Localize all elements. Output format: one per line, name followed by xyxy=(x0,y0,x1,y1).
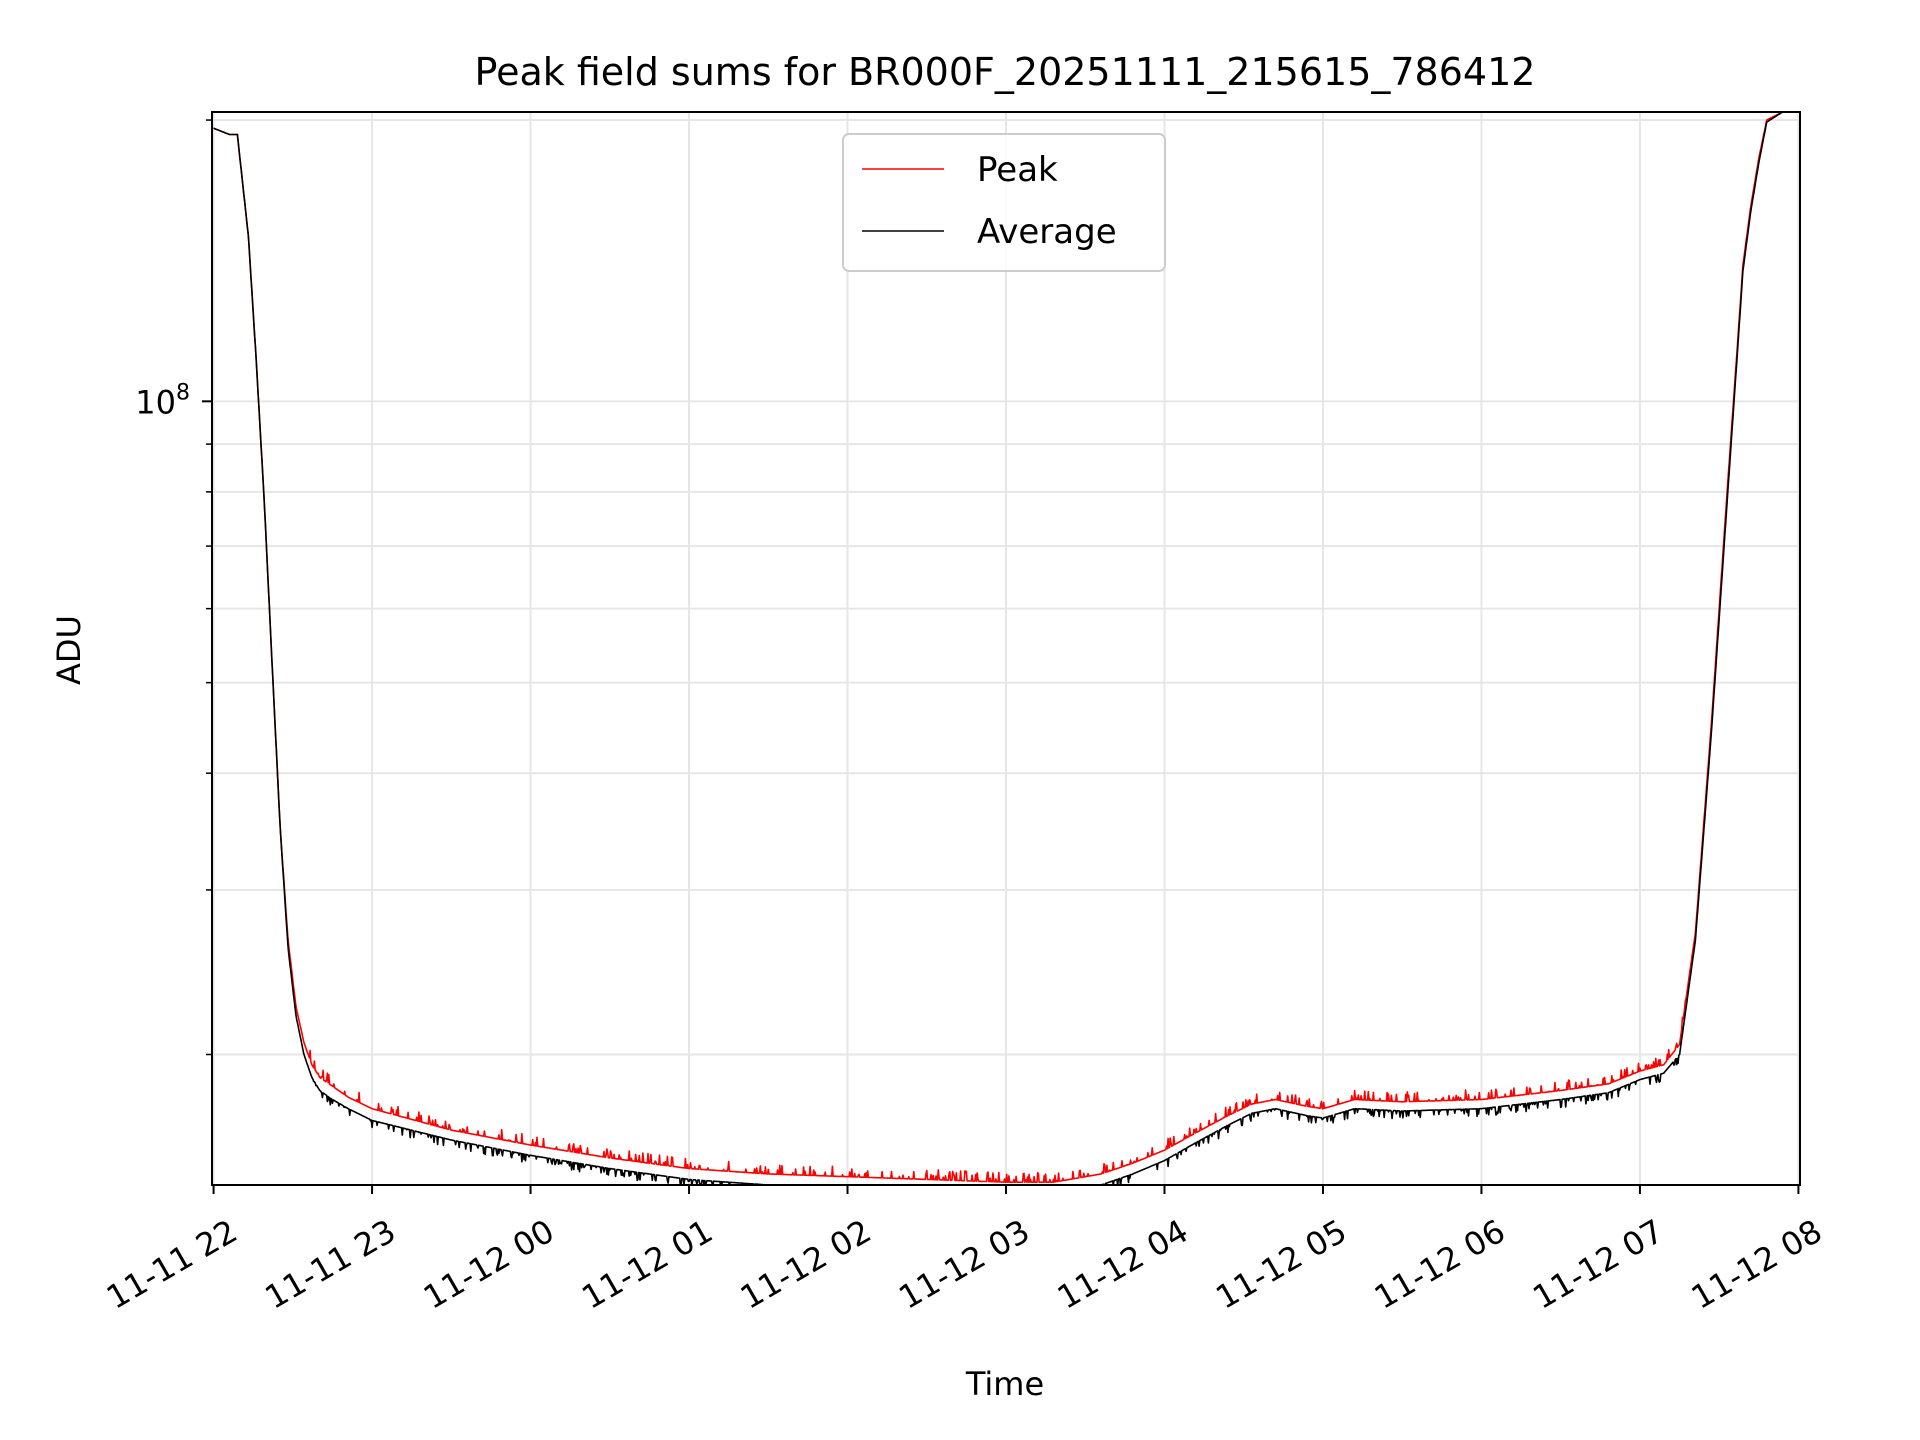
y-tick-label-base: 10 xyxy=(135,383,176,421)
y-axis-label: ADU xyxy=(50,615,88,685)
series-peak xyxy=(213,112,1799,1183)
series-average xyxy=(213,112,1799,1185)
legend-average-label: Average xyxy=(977,212,1117,252)
chart-title: Peak field sums for BR000F_20251111_2156… xyxy=(475,50,1536,94)
average-line xyxy=(213,112,1799,1185)
legend-peak-label: Peak xyxy=(977,150,1058,190)
series-layer xyxy=(213,112,1799,1185)
y-axis: 108 xyxy=(135,119,212,1056)
peak-line xyxy=(213,112,1799,1183)
grid xyxy=(212,112,1800,1185)
x-axis-label: Time xyxy=(965,1365,1044,1403)
y-tick-label: 108 xyxy=(135,380,190,421)
legend: Peak Average xyxy=(842,133,1166,272)
y-tick-label-exponent: 8 xyxy=(176,380,190,405)
